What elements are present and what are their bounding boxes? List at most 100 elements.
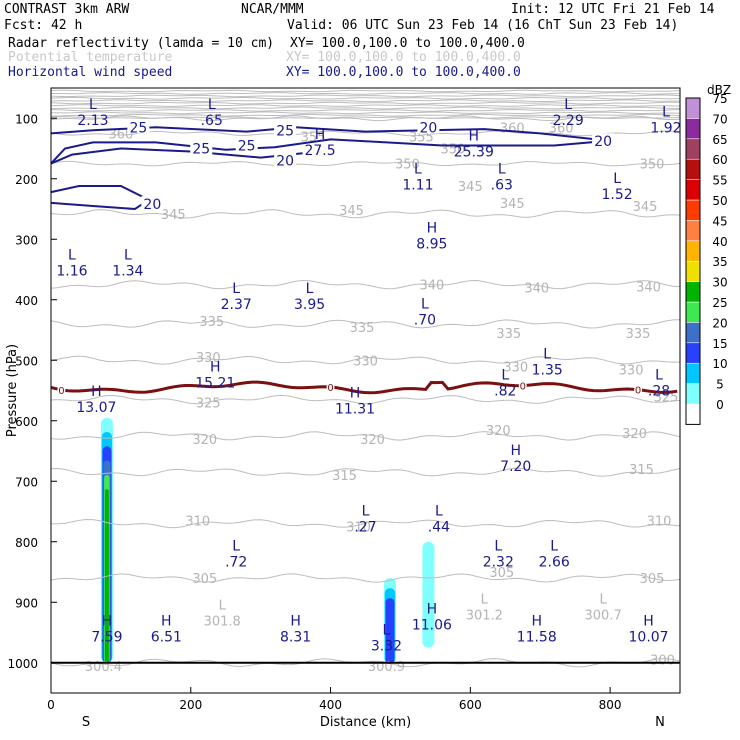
wind-extremum-value: 15.21 [195,376,235,392]
wind-label-bg [127,119,150,134]
colorbar-swatch-45 [685,220,701,242]
wind-extremum-letter: L [124,248,132,264]
theta-label: 320 [360,433,385,448]
wind-extremum-letter: L [414,162,422,178]
colorbar-label-50: 50 [712,194,727,208]
wind-extremum-value: 11.31 [335,402,375,418]
wind-extremum-letter: L [543,346,551,362]
colorbar-swatch-65 [685,138,701,160]
colorbar-label-35: 35 [712,255,727,269]
wind-extremum-letter: L [362,504,370,520]
x-end-label-right: N [655,715,665,730]
theta-contour-upper [50,96,681,100]
wind-extremum-letter: L [435,504,443,520]
wind-label-bg [274,152,297,167]
reflectivity-cell-2-level-1 [422,541,435,648]
wind-label: 25 [129,120,147,136]
theta-extremum-value: 300.7 [585,608,622,623]
y-tick-label: 800 [15,536,38,550]
valid-time: Valid: 06 UTC Sun 23 Feb 14 (16 ChT Sun … [287,18,679,33]
x-tick-label: 200 [179,698,202,712]
wind-extremum-value: 1.35 [532,362,563,378]
wind-extremum-value: 27.5 [304,143,335,159]
theta-contour-355 [50,130,681,137]
theta-contour-300 [50,658,681,668]
y-tick-label: 700 [15,475,38,489]
colorbar-layer: dBZ 0 5 10 15 20 25 30 35 40 45 50 55 60 65 70 75 [685,83,731,425]
theta-contour-350 [50,160,681,167]
theta-extremum-value: 301.2 [466,608,503,623]
wind-extremum-letter: H [161,614,172,630]
colorbar-label-65: 65 [712,133,727,147]
wind-extremum-letter: H [315,127,326,143]
colorbar-swatch-35 [685,260,701,282]
theta-label: 305 [640,572,665,587]
colorbar-label-15: 15 [712,337,727,351]
theta-label: 345 [339,204,364,219]
theta-contour-upper [50,108,681,112]
theta-contour-345 [50,209,681,219]
theta-label: 320 [622,427,647,442]
wind-extremum-value: 2.32 [483,555,514,571]
colorbar-frame [685,97,701,425]
reflectivity-layer [100,417,435,664]
theta-label: 315 [629,463,654,478]
theta-contour-upper [50,91,681,95]
freezing-label-bg [518,380,527,391]
theta-contour-305 [50,573,681,583]
wind-label: 25 [238,138,256,154]
wind-extremum-value: 2.13 [77,113,108,129]
theta-label: 310 [185,515,210,530]
wind-extremum-value: 7.20 [500,459,531,475]
wind-extremum-letter: H [91,384,102,400]
theta-label: 310 [647,515,672,530]
theta-contour-315 [50,467,681,477]
theta-contour-upper [50,99,681,103]
colorbar-label-75: 75 [712,92,727,106]
y-axis-title: Pressure (hPa) [5,344,20,437]
theta-label: 345 [633,200,658,215]
theta-label: 360 [549,121,574,136]
y-tick-label: 400 [15,294,38,308]
y-tick-label: 300 [15,233,38,247]
colorbar-swatch-75 [685,97,701,119]
colorbar-swatch-30 [685,281,701,303]
wind-extremum-value: 6.51 [151,630,182,646]
theta-contour-325 [50,394,681,405]
theta-label: 300 [650,654,675,669]
theta-label: 345 [458,180,483,195]
freezing-line [50,380,678,395]
y-tick-label: 200 [15,173,38,187]
theta-contour-upper [50,104,680,107]
wind-extremum-value: .70 [414,313,436,329]
theta-label: 330 [619,363,644,378]
wind-extremum-letter: L [494,539,502,555]
wind-extremum-value: 25.39 [454,144,494,160]
theta-contour-335 [50,319,681,329]
theta-extremum-letter: L [599,592,607,607]
wind-extremum-letter: L [498,162,506,178]
wind-extremum-letter: H [350,386,361,402]
freezing-label: 0 [58,386,64,397]
wind-label: 25 [276,123,294,139]
wind-label-bg [235,137,258,152]
theta-contour-330 [50,355,681,365]
colorbar-swatch-10 [685,362,701,384]
wind-extremum-value: 2.29 [553,113,584,129]
init-time: Init: 12 UTC Fri 21 Feb 14 [511,2,715,17]
theta-label: 330 [196,351,221,366]
wind-extremum-letter: H [210,360,221,376]
wind-extremum-value: 1.16 [56,264,87,280]
theta-label: 345 [161,208,186,223]
colorbar-label-40: 40 [712,235,727,249]
colorbar-label-45: 45 [712,214,727,228]
model-title: CONTRAST 3km ARW [4,2,130,17]
colorbar-swatch-70 [685,118,701,140]
freezing-label: 0 [520,382,526,393]
y-tick-label: 100 [15,112,38,126]
theta-contour-upper [50,106,680,110]
center-title: NCAR/MMM [241,2,304,17]
wind-label-bg [274,122,297,137]
